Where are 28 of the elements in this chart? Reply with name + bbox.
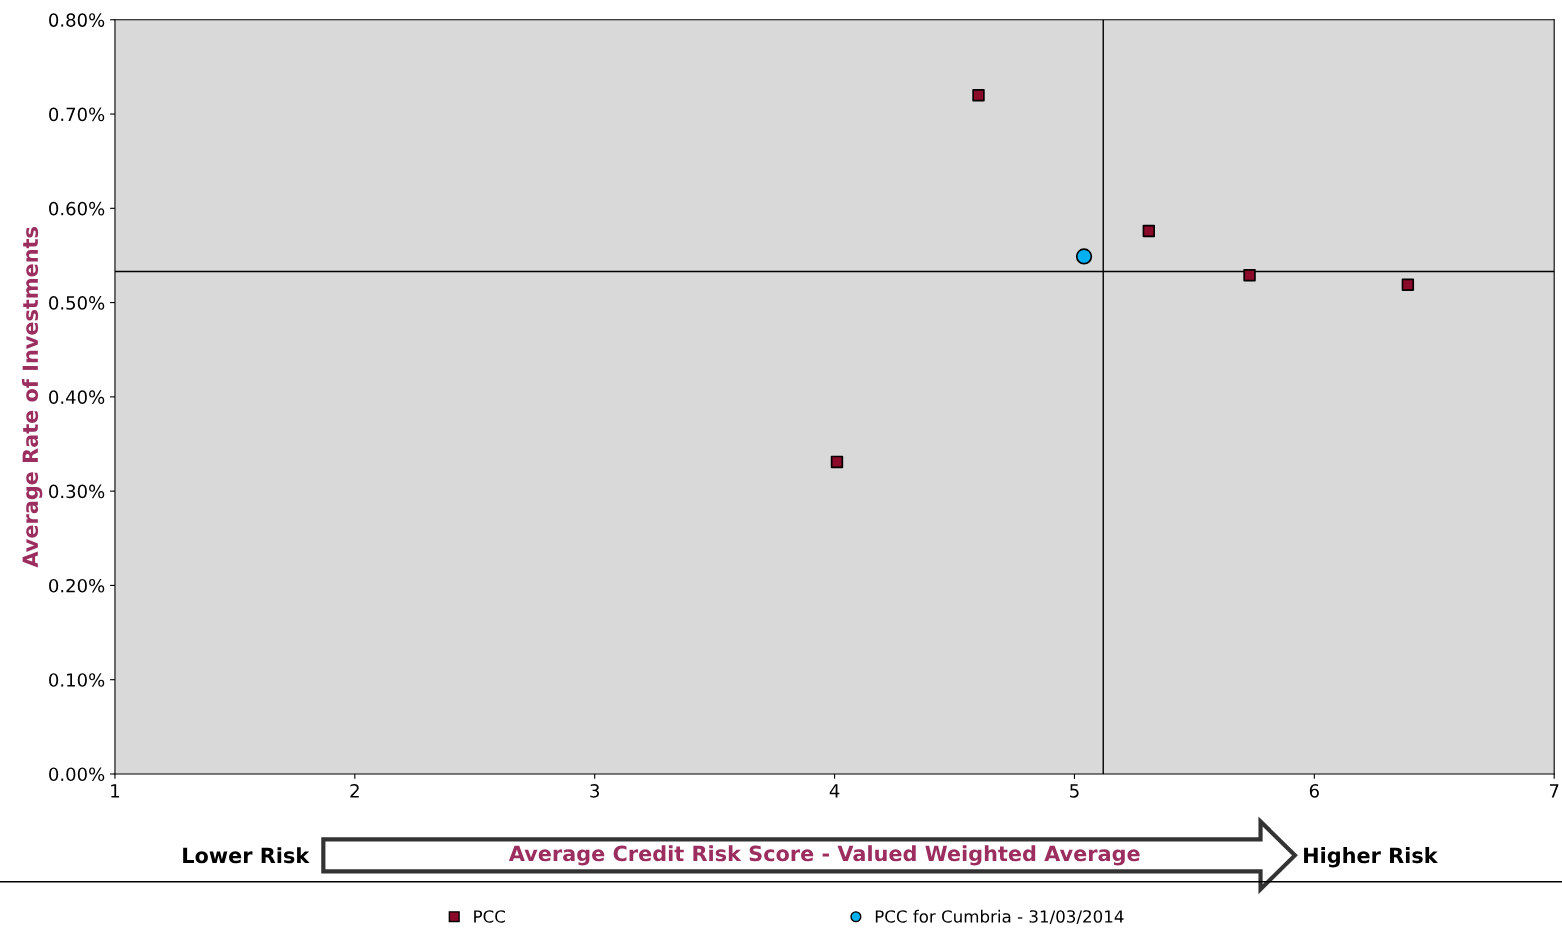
x-tick-label: 7 <box>1549 784 1559 798</box>
x-tick-label: 1 <box>111 784 120 798</box>
y-tick-label: 0.70% <box>49 107 105 122</box>
y-tick-label: 0.20% <box>49 578 105 593</box>
point <box>1243 269 1256 282</box>
y-tick-label: 0.00% <box>49 767 105 782</box>
x-tick-label: 4 <box>829 784 840 798</box>
y-tick-label: 0.50% <box>49 296 105 310</box>
x-tick-label: 2 <box>350 784 359 798</box>
y-tick-label: 0.60% <box>49 201 105 216</box>
text: Lower Risk <box>183 847 310 864</box>
point <box>1075 248 1093 265</box>
y-tick-label: 0.30% <box>49 484 105 499</box>
point <box>830 455 844 469</box>
legend-label: PCC for Cumbria - 31/03/2014 <box>875 909 1124 925</box>
y-tick-label: 0.40% <box>49 390 105 404</box>
x-tick-label: 3 <box>590 784 599 798</box>
legend-label: PCC <box>474 910 505 923</box>
y-tick-label: 0.10% <box>49 673 105 687</box>
x-tick-label: 5 <box>1070 784 1079 798</box>
x-axis-title: Average Credit Risk Score - Valued Weighted Average <box>508 845 1140 866</box>
point <box>1142 224 1156 238</box>
y-axis-title: Average Rate of Investments <box>22 227 43 568</box>
point <box>1401 278 1415 291</box>
y-tick-label: 0.80% <box>49 13 105 27</box>
point <box>972 88 985 102</box>
text: Higher Risk <box>1304 847 1438 868</box>
x-tick-label: 6 <box>1309 784 1319 798</box>
